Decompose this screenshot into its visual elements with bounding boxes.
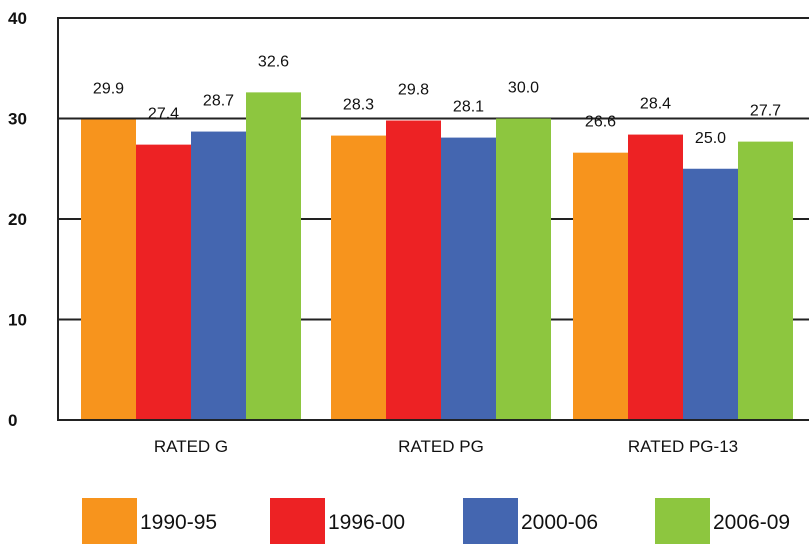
legend-swatch-2000-06 — [463, 498, 518, 544]
bar-1996-00-rated-pg-13 — [628, 134, 683, 420]
bar-2000-06-rated-pg-13 — [683, 168, 738, 420]
data-label: 28.7 — [203, 93, 234, 110]
bar-1990-95-rated-pg — [331, 135, 386, 420]
bar-1990-95-rated-g — [81, 119, 136, 420]
legend-label: 2000-06 — [521, 511, 598, 534]
legend-label: 1996-00 — [328, 511, 405, 534]
axes — [57, 17, 809, 421]
category-label: RATED G — [154, 437, 228, 456]
y-tick-label: 10 — [8, 311, 27, 330]
legend-swatch-1996-00 — [270, 498, 325, 544]
y-tick-labels: 0 10 20 30 40 — [8, 9, 27, 430]
bar-1996-00-rated-g — [136, 144, 191, 420]
bar-1990-95-rated-pg-13 — [573, 152, 628, 421]
data-labels: 29.9 27.4 28.7 32.6 28.3 29.8 28.1 30.0 26.6 28.4… — [93, 53, 781, 146]
category-label: RATED PG-13 — [628, 437, 738, 456]
data-label: 28.3 — [343, 97, 374, 114]
data-label: 29.8 — [398, 82, 429, 99]
legend-label: 1990-95 — [140, 511, 217, 534]
data-label: 29.9 — [93, 81, 124, 98]
data-label: 27.7 — [750, 103, 781, 120]
y-tick-label: 30 — [8, 110, 27, 129]
y-tick-label: 20 — [8, 210, 27, 229]
bar-1996-00-rated-pg — [386, 120, 441, 420]
data-label: 32.6 — [258, 53, 289, 70]
legend-label: 2006-09 — [713, 511, 790, 534]
bar-2000-06-rated-g — [191, 131, 246, 420]
data-label: 30.0 — [508, 80, 539, 97]
legend: 1990-95 1996-00 2000-06 2006-09 — [82, 498, 790, 544]
y-tick-label: 0 — [8, 411, 17, 430]
legend-swatch-1990-95 — [82, 498, 137, 544]
data-label: 25.0 — [695, 130, 726, 147]
data-label: 28.4 — [640, 96, 671, 113]
bars — [81, 92, 793, 421]
bar-2006-09-rated-pg-13 — [738, 141, 793, 421]
data-label: 28.1 — [453, 99, 484, 116]
bar-2006-09-rated-pg — [496, 118, 551, 420]
bar-2006-09-rated-g — [246, 92, 301, 421]
data-label: 26.6 — [585, 114, 616, 131]
category-label: RATED PG — [398, 437, 484, 456]
data-label: 27.4 — [148, 106, 179, 123]
y-tick-label: 40 — [8, 9, 27, 28]
bar-2000-06-rated-pg — [441, 137, 496, 420]
category-labels: RATED G RATED PG RATED PG-13 — [154, 437, 738, 456]
legend-swatch-2006-09 — [655, 498, 710, 544]
